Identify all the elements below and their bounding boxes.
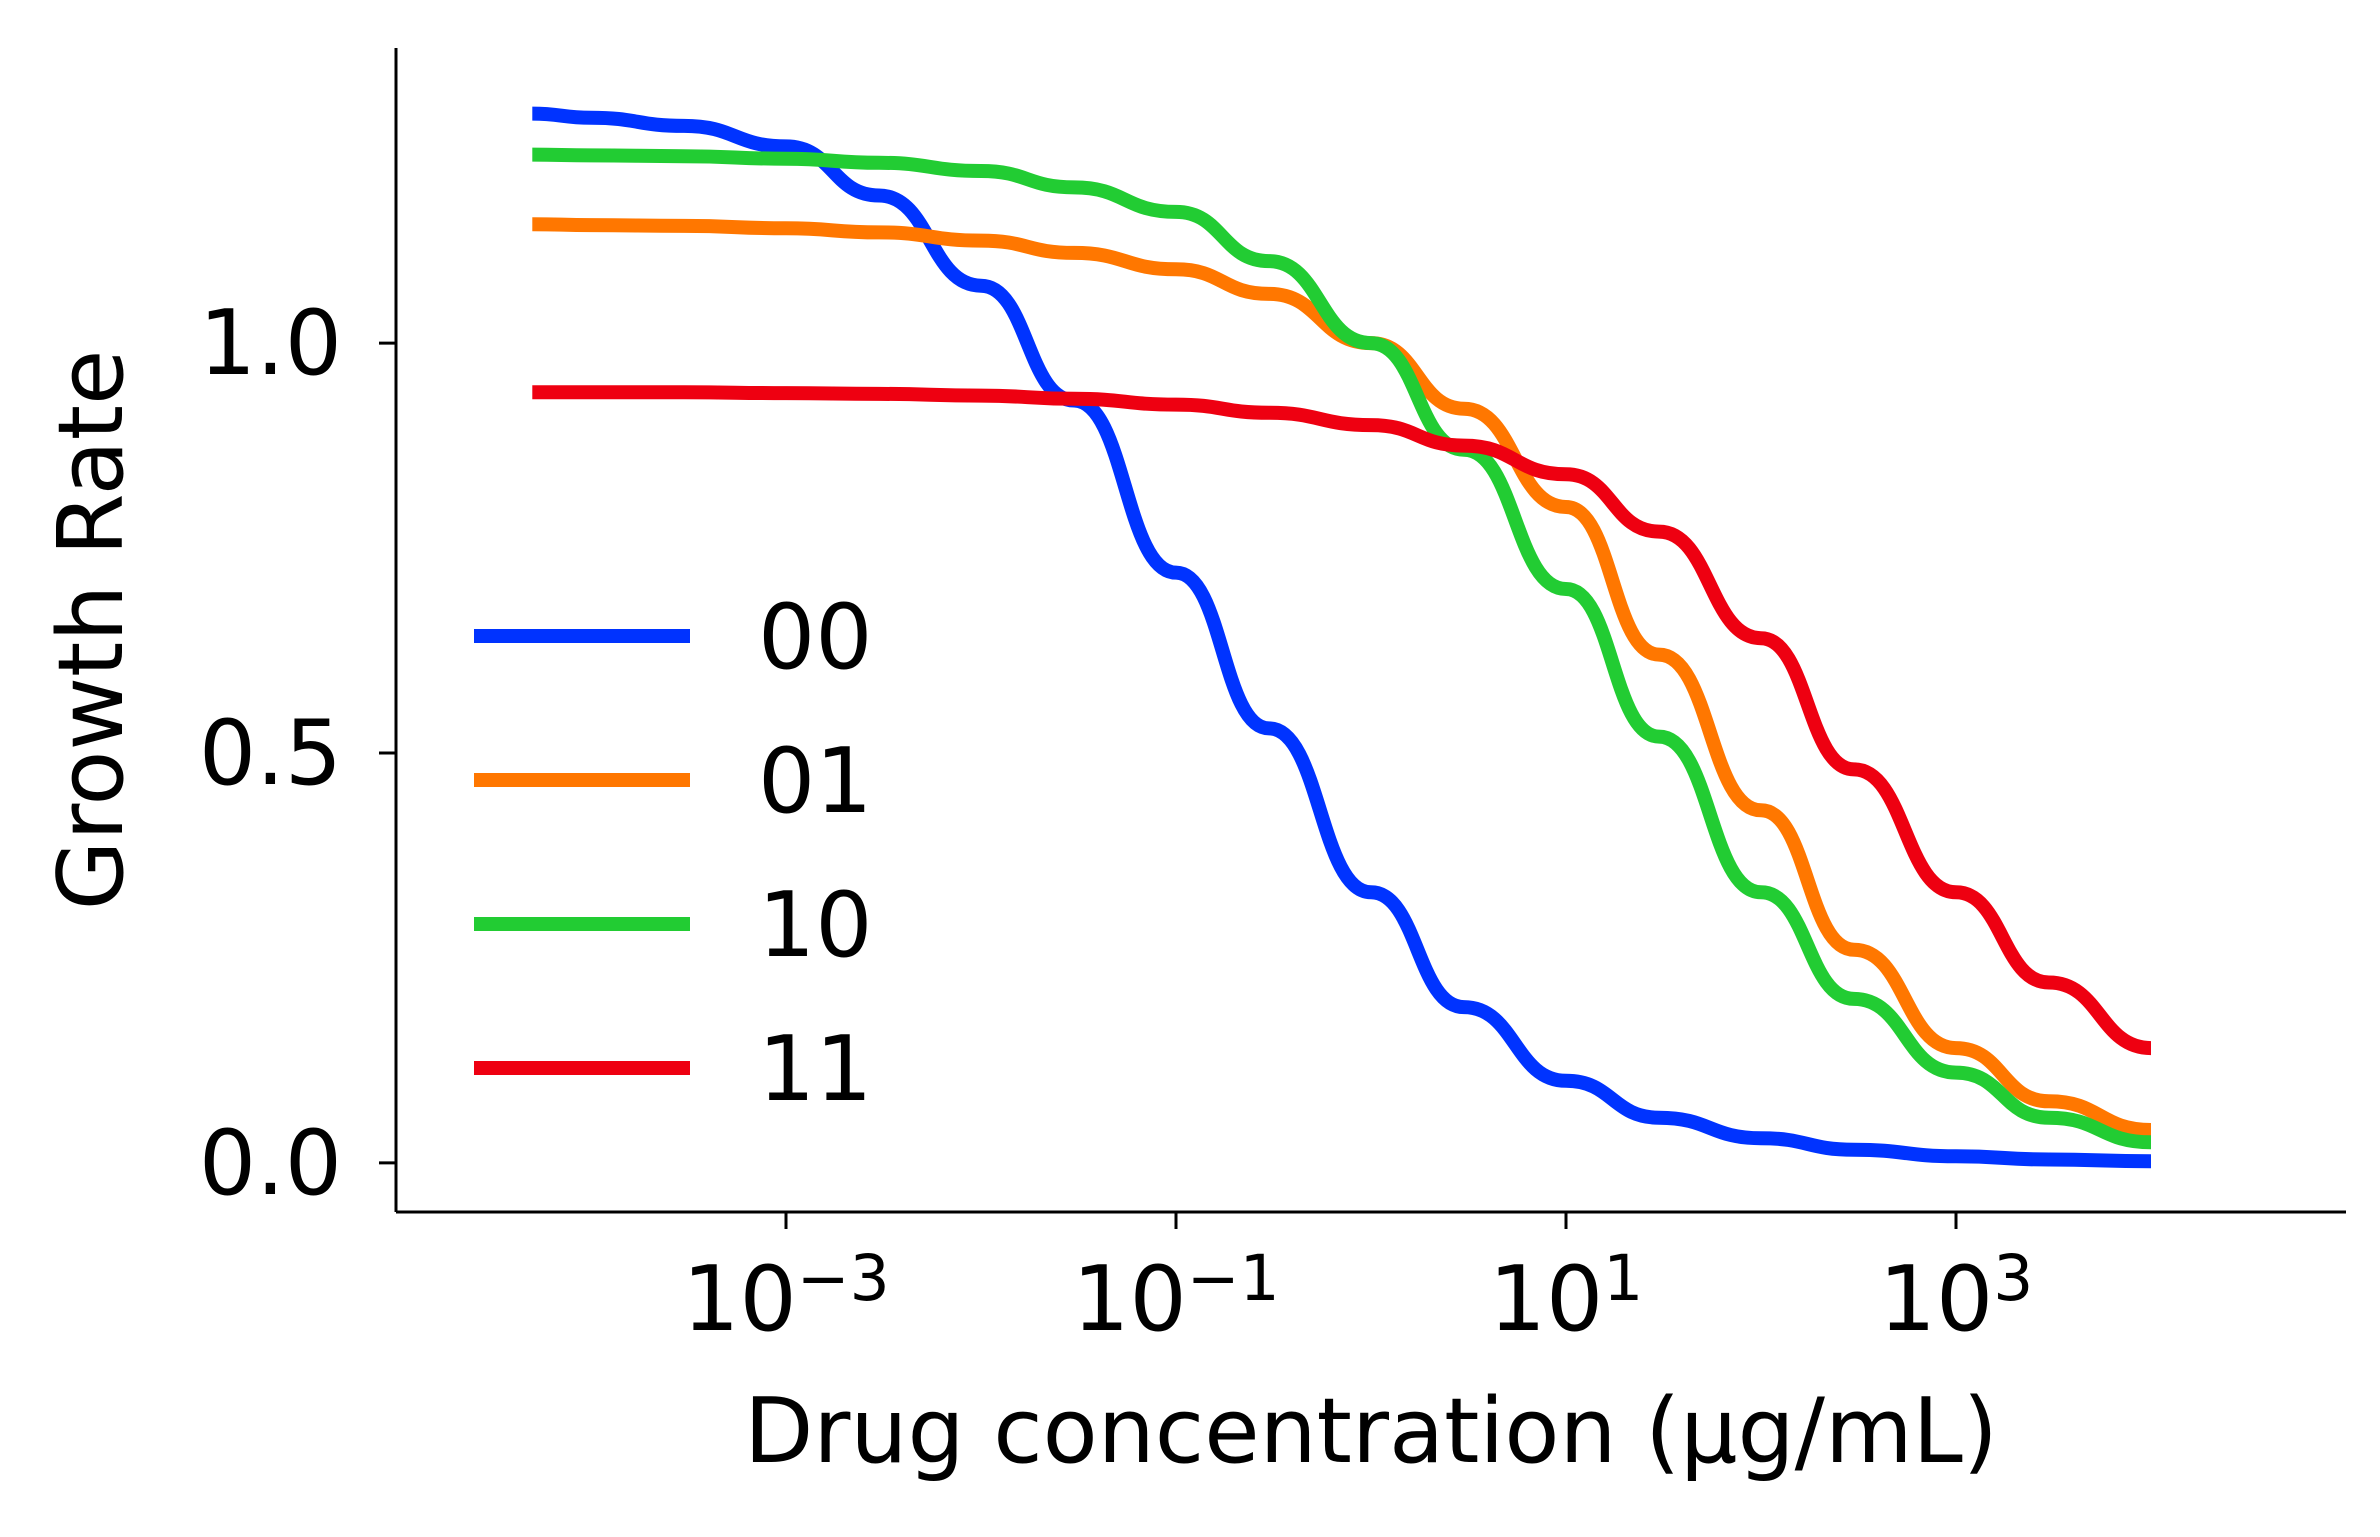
y-tick-label: 0.0 <box>199 1111 342 1216</box>
legend-label-10: 10 <box>758 873 873 978</box>
x-tick-label: 101 <box>1489 1242 1644 1352</box>
y-tick-label: 0.5 <box>199 701 342 806</box>
legend: 00 01 10 11 <box>474 585 873 1122</box>
x-tick-label: 10−1 <box>1072 1242 1279 1352</box>
y-tick-label: 1.0 <box>199 291 342 396</box>
x-tick-label: 103 <box>1879 1242 2034 1352</box>
legend-label-11: 11 <box>758 1017 873 1122</box>
x-tick-label: 10−3 <box>682 1242 889 1352</box>
legend-label-00: 00 <box>758 585 873 690</box>
legend-label-01: 01 <box>758 729 873 834</box>
y-axis-label: Growth Rate <box>39 350 144 911</box>
x-axis-label: Drug concentration (μg/mL) <box>744 1379 1998 1484</box>
